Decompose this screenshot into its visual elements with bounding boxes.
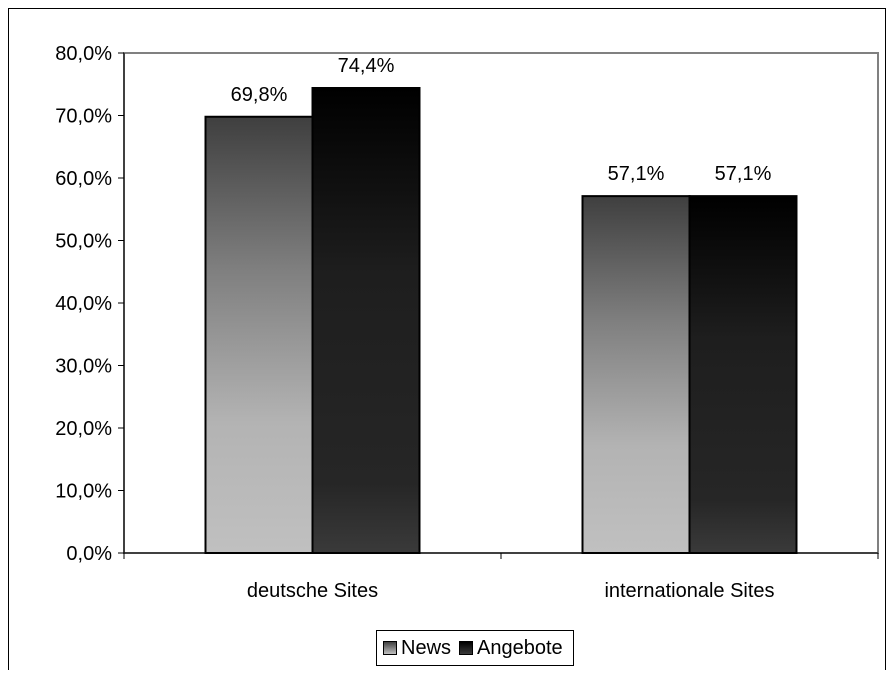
y-axis: 0,0% 10,0% 20,0% 30,0% 40,0% 50,0% 60,0% 70,0% 8… xyxy=(55,43,125,565)
legend-item-news: News xyxy=(383,637,451,660)
bar-news-1 xyxy=(581,195,691,554)
y-tick-label: 0,0% xyxy=(66,543,112,565)
data-labels: 69,8% 74,4% 57,1% 57,1% xyxy=(231,55,772,185)
bars xyxy=(204,87,798,554)
legend-swatch-angebote xyxy=(459,641,474,655)
x-tick-label: deutsche Sites xyxy=(247,580,378,602)
y-tick-label: 10,0% xyxy=(55,481,112,503)
y-tick-label: 80,0% xyxy=(55,43,112,65)
y-tick-label: 60,0% xyxy=(55,168,112,190)
data-label: 74,4% xyxy=(338,55,395,77)
y-tick-label: 20,0% xyxy=(55,418,112,440)
bar-angebote-1 xyxy=(688,195,798,554)
bar-angebote-0 xyxy=(311,87,421,554)
legend-item-angebote: Angebote xyxy=(459,637,563,660)
data-label: 57,1% xyxy=(715,163,772,185)
legend-label-angebote: Angebote xyxy=(477,636,563,659)
legend-label-news: News xyxy=(401,636,452,659)
legend: News Angebote xyxy=(376,630,574,666)
data-label: 57,1% xyxy=(608,163,665,185)
x-axis: deutsche Sites internationale Sites xyxy=(123,552,879,602)
y-tick-label: 40,0% xyxy=(55,293,112,315)
data-label: 69,8% xyxy=(231,84,288,106)
y-tick-label: 70,0% xyxy=(55,106,112,128)
y-tick-label: 50,0% xyxy=(55,231,112,253)
y-tick-label: 30,0% xyxy=(55,356,112,378)
x-tick-label: internationale Sites xyxy=(604,580,774,602)
legend-swatch-news xyxy=(383,641,397,655)
bar-news-0 xyxy=(204,115,314,554)
